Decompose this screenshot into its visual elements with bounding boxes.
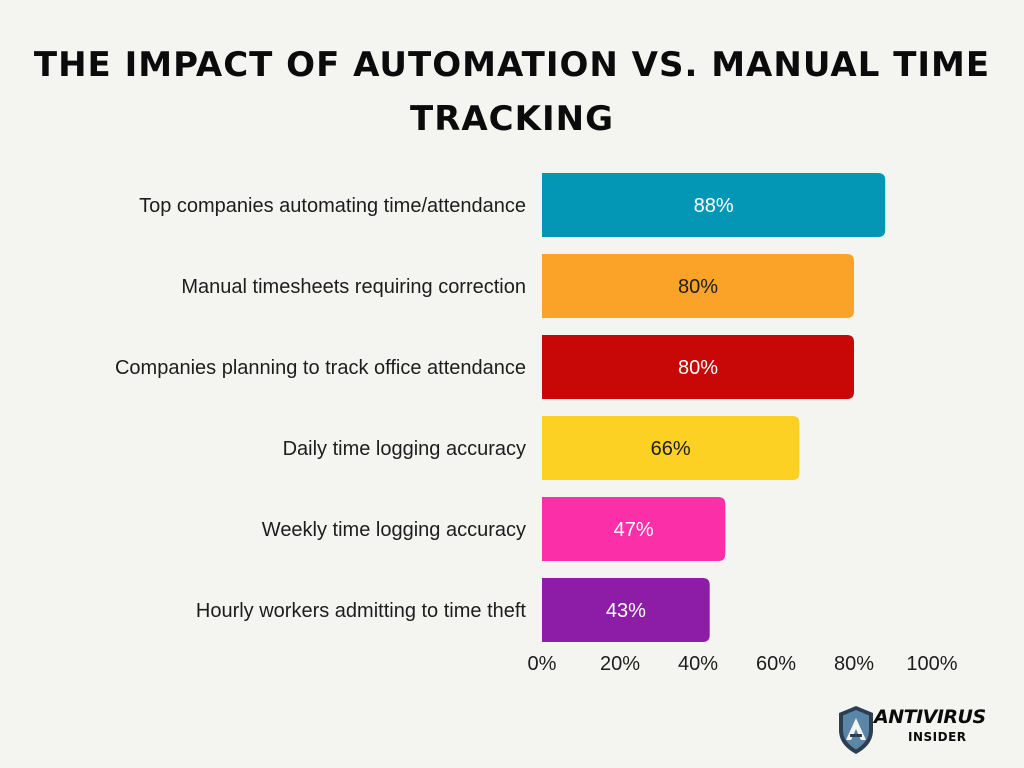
- x-tick-label-40: 40%: [678, 653, 718, 675]
- x-tick-label-60: 60%: [756, 653, 796, 675]
- logo-subtitle: INSIDER: [908, 730, 967, 744]
- value-label-5: 47%: [614, 519, 654, 541]
- x-tick-label-0: 0%: [528, 653, 557, 675]
- category-label-6: Hourly workers admitting to time theft: [196, 600, 527, 622]
- category-label-5: Weekly time logging accuracy: [262, 519, 526, 541]
- category-label-4: Daily time logging accuracy: [283, 438, 526, 460]
- category-label-2: Manual timesheets requiring correction: [181, 276, 526, 298]
- bars-group: [542, 173, 886, 642]
- category-label-3: Companies planning to track office atten…: [115, 357, 526, 379]
- bar-3: [542, 335, 854, 399]
- shield-icon: [839, 706, 873, 754]
- category-label-1: Top companies automating time/attendance: [139, 195, 526, 217]
- bar-1: [542, 173, 886, 237]
- logo-wordmark: ANTIVIRUS: [874, 706, 986, 728]
- bar-4: [542, 416, 800, 480]
- bar-2: [542, 254, 854, 318]
- chart-title: THE IMPACT OF AUTOMATION VS. MANUAL TIME…: [33, 45, 991, 139]
- value-label-4: 66%: [651, 438, 691, 460]
- value-label-1: 88%: [694, 195, 734, 217]
- bar-6: [542, 578, 710, 642]
- x-axis-ticks-group: 0% 20% 40% 60% 80% 100%: [528, 653, 958, 675]
- bar-chart: Top companies automating time/attendance…: [115, 173, 958, 675]
- value-label-2: 80%: [678, 276, 718, 298]
- value-label-3: 80%: [678, 357, 718, 379]
- bar-5: [542, 497, 726, 561]
- category-labels-group: Top companies automating time/attendance…: [115, 195, 526, 622]
- value-labels-group: 88% 80% 80% 66% 47% 43%: [606, 195, 734, 622]
- x-tick-label-20: 20%: [600, 653, 640, 675]
- x-tick-label-100: 100%: [906, 653, 957, 675]
- antivirus-insider-logo: ANTIVIRUS INSIDER: [836, 704, 996, 756]
- value-label-6: 43%: [606, 600, 646, 622]
- x-tick-label-80: 80%: [834, 653, 874, 675]
